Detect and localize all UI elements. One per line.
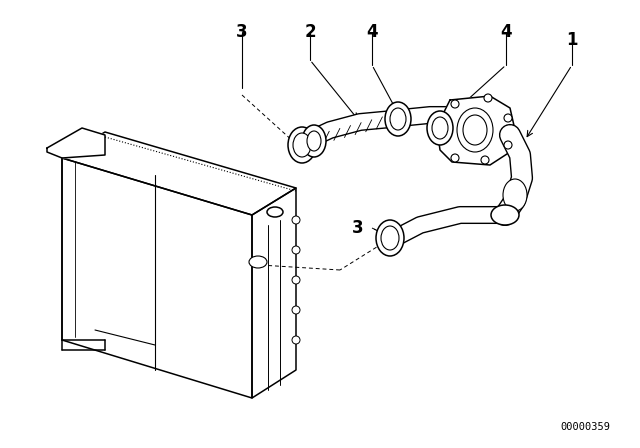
Ellipse shape (267, 207, 283, 217)
Text: 4: 4 (500, 23, 512, 41)
Polygon shape (252, 188, 296, 398)
Ellipse shape (302, 125, 326, 157)
Ellipse shape (504, 114, 512, 122)
Text: 3: 3 (236, 23, 248, 41)
Ellipse shape (292, 216, 300, 224)
Polygon shape (62, 132, 296, 215)
Ellipse shape (484, 94, 492, 102)
Ellipse shape (503, 179, 527, 211)
Ellipse shape (293, 133, 311, 157)
Ellipse shape (292, 276, 300, 284)
Polygon shape (62, 158, 252, 398)
Ellipse shape (457, 108, 493, 152)
Polygon shape (47, 128, 105, 158)
Ellipse shape (451, 100, 459, 108)
Ellipse shape (307, 131, 321, 151)
Polygon shape (437, 96, 515, 165)
Ellipse shape (376, 220, 404, 256)
Ellipse shape (427, 111, 453, 145)
Text: 00000359: 00000359 (560, 422, 610, 432)
Ellipse shape (481, 156, 489, 164)
Text: 2: 2 (304, 23, 316, 41)
Ellipse shape (288, 127, 316, 163)
Ellipse shape (504, 141, 512, 149)
Ellipse shape (292, 246, 300, 254)
Ellipse shape (390, 108, 406, 130)
Ellipse shape (385, 102, 411, 136)
Ellipse shape (491, 205, 519, 225)
Ellipse shape (292, 306, 300, 314)
Ellipse shape (292, 336, 300, 344)
Ellipse shape (432, 117, 448, 139)
Text: 3: 3 (352, 219, 364, 237)
Ellipse shape (451, 154, 459, 162)
Ellipse shape (249, 256, 267, 268)
Text: 4: 4 (366, 23, 378, 41)
Text: 1: 1 (566, 31, 578, 49)
Ellipse shape (463, 115, 487, 145)
Ellipse shape (381, 226, 399, 250)
